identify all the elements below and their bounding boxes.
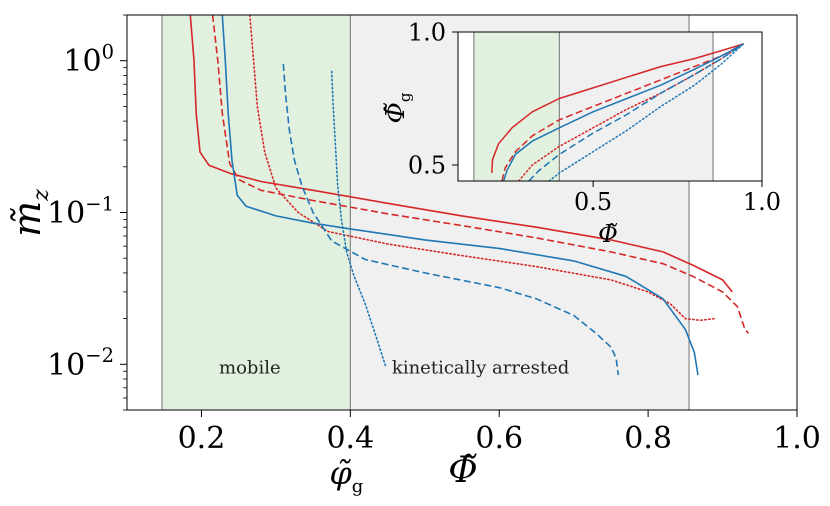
main-y-tick-label-0: 100 xyxy=(63,41,114,80)
main-plot-area xyxy=(161,15,750,410)
inset-series-0-line xyxy=(491,43,744,174)
inset-y-tick-label-0: 0.5 xyxy=(408,151,446,179)
inset-x-tick-label-0: 0.5 xyxy=(574,188,612,216)
x-axis-label: Φ̃ xyxy=(448,450,478,491)
inset-plot: 0.5 1.00.51.0Φ̃Φ̃g xyxy=(381,18,781,248)
main-x-tick-label-4: 1.0 xyxy=(773,421,821,456)
inset-frame xyxy=(457,31,763,182)
main-y-tick-label-2: 10−2 xyxy=(47,344,114,383)
inset-x-axis-label: Φ̃ xyxy=(598,220,618,248)
region-label-0: mobile xyxy=(219,358,281,379)
inset-series-1-line xyxy=(501,43,744,181)
inset-series-5-line xyxy=(548,43,745,181)
inset-region-0 xyxy=(473,32,560,181)
main-y-tick-label-1: 10−1 xyxy=(47,192,114,231)
inset-x-tick-label-1: 1.0 xyxy=(743,188,781,216)
inset-series-3-line xyxy=(502,43,744,181)
main-series-1-line xyxy=(211,15,750,334)
main-series-5-line xyxy=(330,70,387,369)
main-x-tick-label-1: 0.4 xyxy=(326,421,374,456)
main-x-tick-label-2: 0.6 xyxy=(475,421,523,456)
region-label-1: kinetically arrested xyxy=(392,358,569,379)
y-axis-label: m̃z xyxy=(5,189,54,237)
inset-series-4-line xyxy=(528,43,744,181)
main-series-2-line xyxy=(249,15,716,322)
inset-plot-area xyxy=(473,32,745,181)
main-series-0-line xyxy=(189,15,733,293)
main-series-3-line xyxy=(221,15,699,376)
main-x-tick-label-0: 0.2 xyxy=(178,421,226,456)
inset-y-tick-label-1: 1.0 xyxy=(408,18,446,46)
main-x-tick-label-3: 0.8 xyxy=(624,421,672,456)
inset-series-2-line xyxy=(518,43,745,181)
phi-g-marker-label: φ̃g xyxy=(329,454,363,497)
main-region-0 xyxy=(161,15,351,410)
main-series-4-line xyxy=(282,64,620,376)
